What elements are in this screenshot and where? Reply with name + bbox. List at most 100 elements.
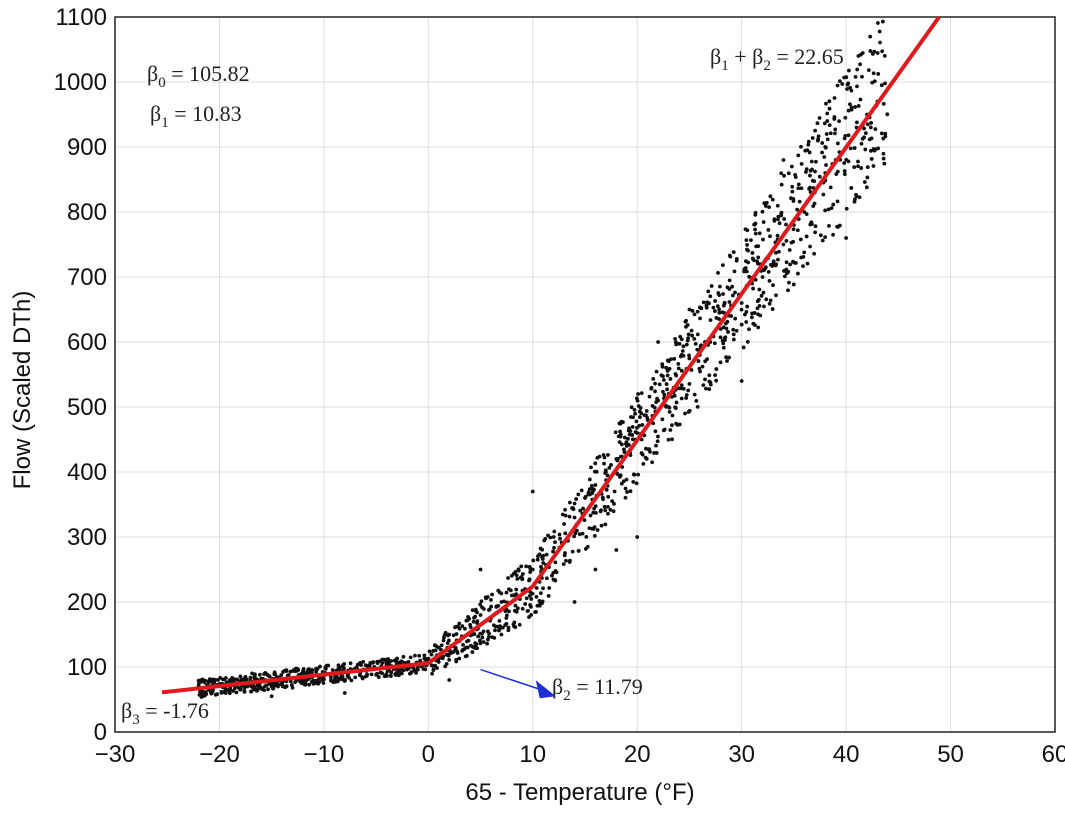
data-point [576,548,581,553]
data-point [551,549,555,554]
data-point [684,396,689,400]
data-point [257,672,262,677]
data-point [473,608,478,613]
data-point [592,506,597,511]
data-point [724,326,729,331]
data-point [480,635,485,640]
data-point [476,634,481,639]
data-point [763,266,767,271]
data-point [504,613,509,618]
data-point [689,368,694,372]
data-point [718,327,723,331]
data-point [593,483,598,487]
data-point [746,260,751,265]
data-point [708,318,713,323]
data-point [745,340,750,344]
data-point [687,353,691,358]
data-point [670,423,674,428]
anno-beta: β [121,698,132,723]
data-point [493,624,498,629]
data-point [657,382,662,387]
data-point [732,269,737,274]
data-point [329,675,333,680]
data-point [717,307,721,312]
data-point [218,675,223,680]
data-point [795,207,800,212]
data-point [270,686,275,691]
data-point [753,277,758,282]
data-point [455,649,459,654]
anno-beta: β [710,44,721,69]
data-point [797,199,802,204]
data-point [805,261,810,266]
data-point [821,192,826,197]
data-point [463,654,468,659]
data-point [826,207,831,212]
annotation-label: β2 = 11.79 [552,674,643,704]
data-point [474,642,479,646]
data-point [804,170,808,174]
data-point [418,658,423,663]
data-point [629,405,634,410]
data-point [499,632,504,637]
anno-beta: β [150,101,161,126]
data-point [727,253,732,258]
data-point [361,659,366,664]
anno-sub: 2 [563,688,571,704]
data-point [593,567,598,572]
data-point [609,463,613,467]
data-point [801,264,805,269]
data-point [808,168,813,173]
data-point [739,322,744,327]
data-point [804,234,809,239]
data-point [705,357,710,362]
anno-value: = 105.82 [166,61,250,86]
data-point [600,495,605,500]
x-tick-label: −30 [95,741,136,768]
data-point [528,570,533,574]
data-point [617,421,622,426]
data-point [622,435,627,440]
data-point [741,345,746,350]
data-point [708,382,713,387]
data-point [563,513,568,518]
data-point [603,471,608,475]
data-point [856,104,861,108]
data-point [753,323,757,327]
data-point [695,332,700,337]
data-point [766,228,771,232]
data-point [298,679,302,684]
data-point [321,681,326,685]
data-point [592,534,597,538]
data-point [654,443,658,448]
data-point [202,693,207,698]
data-point [654,451,659,455]
data-point [820,238,825,243]
data-point [843,115,848,120]
data-point [744,238,749,243]
data-point [676,366,681,371]
data-point [238,686,243,691]
data-point [865,122,870,127]
data-point [611,509,616,514]
data-point [743,312,747,317]
data-point [812,201,817,206]
data-point [396,673,401,678]
data-point [281,670,285,674]
data-point [514,587,519,592]
data-point [827,224,831,228]
data-point [567,500,572,505]
data-point [679,383,684,388]
data-point [363,663,368,668]
data-point [866,68,871,73]
data-point [631,480,636,484]
data-point [266,687,270,692]
data-point [511,622,516,627]
data-point [812,179,817,184]
data-point [307,682,311,687]
data-point [742,269,747,274]
data-point [789,164,794,169]
data-point [667,405,672,410]
data-point [788,262,793,267]
